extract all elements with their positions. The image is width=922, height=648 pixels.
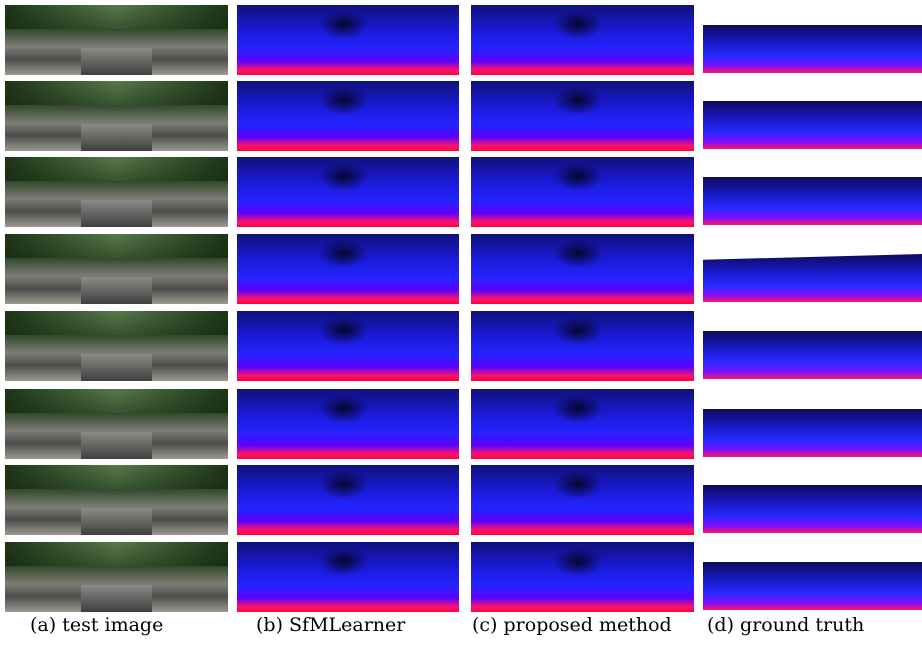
ground-truth-depth-row-4 bbox=[703, 254, 922, 302]
caption-test-image: (a) test image bbox=[30, 614, 164, 636]
test-image-row-8 bbox=[5, 542, 228, 612]
proposed-depth-row-4 bbox=[471, 234, 694, 304]
ground-truth-depth-row-3 bbox=[703, 177, 922, 225]
caption-proposed-method: (c) proposed method bbox=[472, 614, 672, 636]
proposed-depth-row-8 bbox=[471, 542, 694, 612]
proposed-depth-row-6 bbox=[471, 389, 694, 459]
sfmlearner-depth-row-1 bbox=[237, 5, 459, 75]
sfmlearner-depth-row-2 bbox=[237, 81, 459, 151]
proposed-depth-row-7 bbox=[471, 465, 694, 535]
sfmlearner-depth-row-8 bbox=[237, 542, 459, 612]
proposed-depth-row-2 bbox=[471, 81, 694, 151]
sfmlearner-depth-row-4 bbox=[237, 234, 459, 304]
ground-truth-depth-row-6 bbox=[703, 409, 922, 457]
test-image-row-6 bbox=[5, 389, 228, 459]
ground-truth-depth-row-1 bbox=[703, 25, 922, 73]
proposed-depth-row-5 bbox=[471, 311, 694, 381]
test-image-row-4 bbox=[5, 234, 228, 304]
test-image-row-1 bbox=[5, 5, 228, 75]
ground-truth-depth-row-5 bbox=[703, 331, 922, 379]
test-image-row-7 bbox=[5, 465, 228, 535]
test-image-row-3 bbox=[5, 157, 228, 227]
proposed-depth-row-1 bbox=[471, 5, 694, 75]
sfmlearner-depth-row-7 bbox=[237, 465, 459, 535]
ground-truth-depth-row-2 bbox=[703, 101, 922, 149]
sfmlearner-depth-row-5 bbox=[237, 311, 459, 381]
test-image-row-5 bbox=[5, 311, 228, 381]
sfmlearner-depth-row-3 bbox=[237, 157, 459, 227]
caption-ground-truth: (d) ground truth bbox=[707, 614, 865, 636]
ground-truth-depth-row-8 bbox=[703, 562, 922, 610]
test-image-row-2 bbox=[5, 81, 228, 151]
ground-truth-depth-row-7 bbox=[703, 485, 922, 533]
proposed-depth-row-3 bbox=[471, 157, 694, 227]
sfmlearner-depth-row-6 bbox=[237, 389, 459, 459]
caption-sfmlearner: (b) SfMLearner bbox=[256, 614, 406, 636]
